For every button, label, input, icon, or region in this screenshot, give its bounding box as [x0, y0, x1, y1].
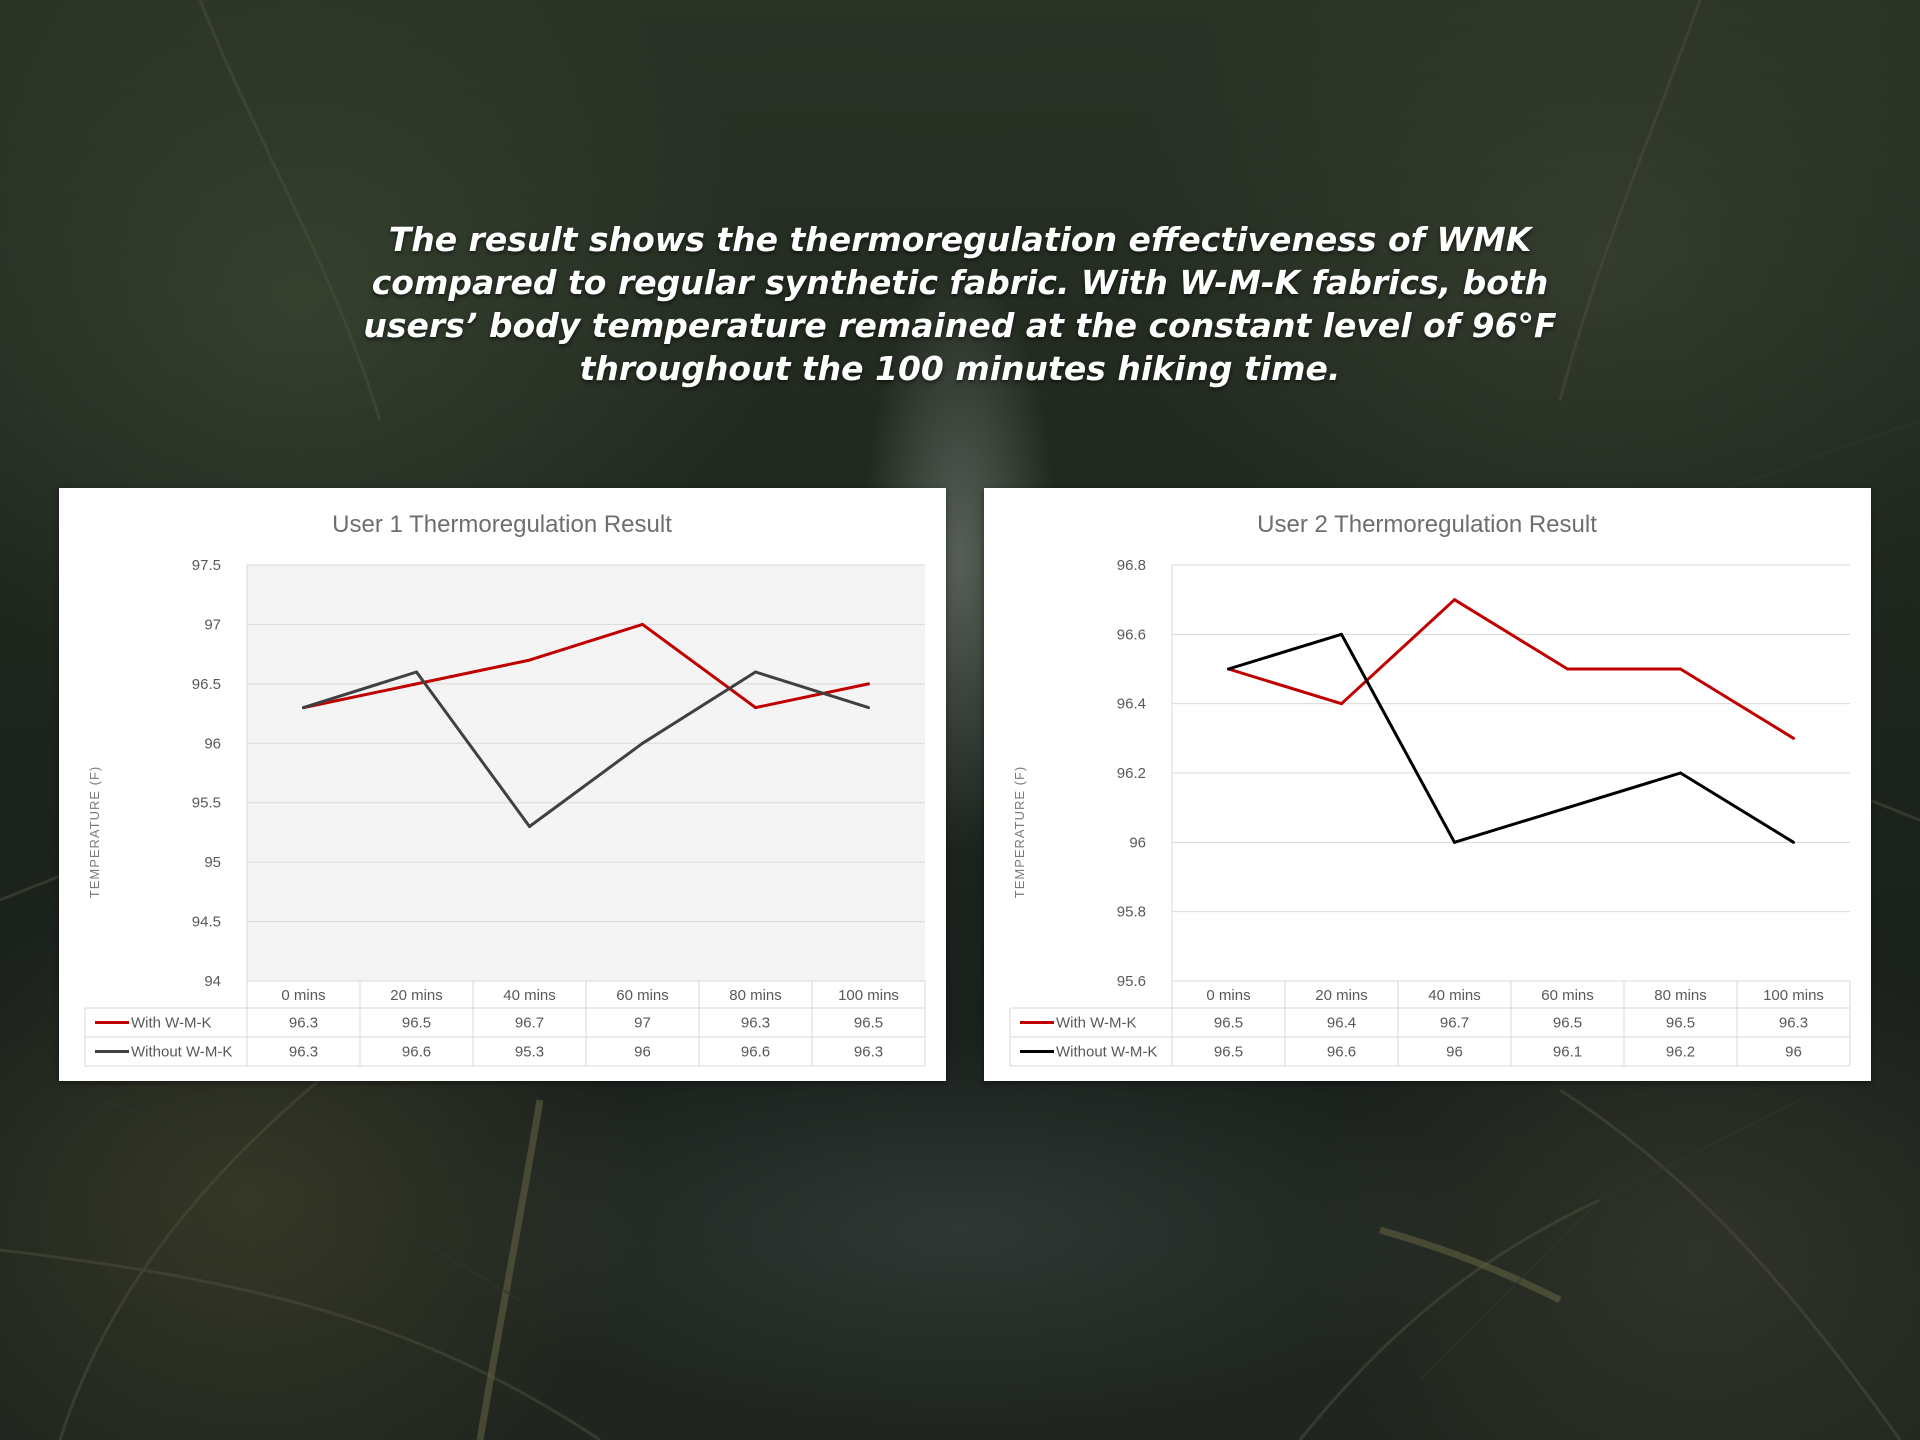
y-tick-label: 96	[1129, 834, 1146, 851]
data-point	[528, 824, 531, 828]
y-tick-label: 96.2	[1117, 765, 1146, 782]
data-table-cell: 96.5	[1214, 1044, 1243, 1061]
y-tick-label: 95	[204, 854, 221, 871]
y-axis-label: TEMPERATURE (F)	[87, 766, 102, 898]
data-table-cell: 96.5	[402, 1015, 431, 1032]
x-category-label: 60 mins	[616, 987, 669, 1004]
data-point	[1679, 771, 1682, 775]
data-table-cell: 96.3	[741, 1015, 770, 1032]
data-point	[1340, 632, 1343, 636]
data-table-cell: 96.7	[1440, 1015, 1469, 1032]
x-category-label: 100 mins	[1763, 987, 1824, 1004]
y-axis-label: TEMPERATURE (F)	[1012, 766, 1027, 898]
x-category-label: 40 mins	[503, 987, 556, 1004]
x-category-label: 0 mins	[1206, 987, 1250, 1004]
data-table-cell: 96.5	[1666, 1015, 1695, 1032]
data-table-cell: 96	[1446, 1044, 1463, 1061]
data-point	[867, 706, 870, 710]
data-table-cell: 96.5	[1553, 1015, 1582, 1032]
y-tick-label: 97	[204, 616, 221, 633]
data-table-cell: 96.6	[1327, 1044, 1356, 1061]
data-point	[415, 670, 418, 674]
y-tick-label: 94	[204, 973, 221, 990]
legend-label-with: With W-M-K	[131, 1015, 212, 1032]
data-point	[1679, 667, 1682, 671]
data-table-cell: 96.1	[1553, 1044, 1582, 1061]
data-table-cell: 96.4	[1327, 1015, 1356, 1032]
data-point	[302, 706, 305, 710]
y-tick-label: 96	[204, 735, 221, 752]
data-point	[754, 706, 757, 710]
x-category-label: 0 mins	[281, 987, 325, 1004]
plot-area	[247, 565, 925, 981]
data-point	[867, 682, 870, 686]
y-tick-label: 96.5	[192, 676, 221, 693]
y-tick-label: 96.4	[1117, 696, 1146, 713]
data-table-cell: 96.5	[1214, 1015, 1243, 1032]
data-table-cell: 96.3	[289, 1015, 318, 1032]
data-point	[641, 741, 644, 745]
data-table-cell: 95.3	[515, 1044, 544, 1061]
user1-chart-panel: User 1 Thermoregulation Result TEMPERATU…	[59, 488, 946, 1081]
y-tick-label: 96.8	[1117, 557, 1146, 574]
data-point	[1453, 840, 1456, 844]
data-table-cell: 96	[1785, 1044, 1802, 1061]
data-point	[1340, 702, 1343, 706]
data-point	[528, 658, 531, 662]
data-table-cell: 96.3	[1779, 1015, 1808, 1032]
data-point	[1566, 806, 1569, 810]
data-point	[1227, 667, 1230, 671]
data-point	[1453, 598, 1456, 602]
series-line-with-wmk	[1228, 598, 1795, 740]
x-category-label: 20 mins	[390, 987, 443, 1004]
legend-label-with: With W-M-K	[1056, 1015, 1137, 1032]
data-table-cell: 96.6	[741, 1044, 770, 1061]
data-table-cell: 96.7	[515, 1015, 544, 1032]
y-tick-label: 97.5	[192, 557, 221, 574]
data-table-cell: 97	[634, 1015, 651, 1032]
y-tick-label: 94.5	[192, 914, 221, 931]
y-tick-label: 95.5	[192, 795, 221, 812]
data-point	[641, 622, 644, 626]
data-point	[1792, 736, 1795, 740]
legend-label-without: Without W-M-K	[131, 1044, 232, 1061]
y-tick-label: 95.8	[1117, 904, 1146, 921]
chart-title: User 1 Thermoregulation Result	[332, 511, 672, 538]
x-category-label: 80 mins	[1654, 987, 1707, 1004]
data-point	[415, 682, 418, 686]
legend-label-without: Without W-M-K	[1056, 1044, 1157, 1061]
data-table-cell: 96.6	[402, 1044, 431, 1061]
series-line-without-wmk	[303, 670, 869, 828]
data-table-cell: 96.3	[854, 1044, 883, 1061]
x-category-label: 80 mins	[729, 987, 782, 1004]
y-tick-label: 96.6	[1117, 626, 1146, 643]
summary-caption: The result shows the thermoregulation ef…	[363, 220, 1557, 388]
x-category-label: 20 mins	[1315, 987, 1368, 1004]
data-table-cell: 96.5	[854, 1015, 883, 1032]
user2-chart-panel: User 2 Thermoregulation Result TEMPERATU…	[984, 488, 1871, 1081]
data-point	[1792, 840, 1795, 844]
chart-title: User 2 Thermoregulation Result	[1257, 511, 1597, 538]
data-point	[754, 670, 757, 674]
y-tick-label: 95.6	[1117, 973, 1146, 990]
series-line-with-wmk	[303, 622, 869, 710]
x-category-label: 60 mins	[1541, 987, 1594, 1004]
user1-chart: User 1 Thermoregulation Result TEMPERATU…	[84, 511, 926, 1067]
x-category-label: 40 mins	[1428, 987, 1481, 1004]
data-table-cell: 96.2	[1666, 1044, 1695, 1061]
data-table-cell: 96	[634, 1044, 651, 1061]
data-table-cell: 96.3	[289, 1044, 318, 1061]
series-line-without-wmk	[1228, 632, 1795, 844]
user2-chart: User 2 Thermoregulation Result TEMPERATU…	[1009, 511, 1851, 1067]
x-category-label: 100 mins	[838, 987, 899, 1004]
data-point	[1566, 667, 1569, 671]
